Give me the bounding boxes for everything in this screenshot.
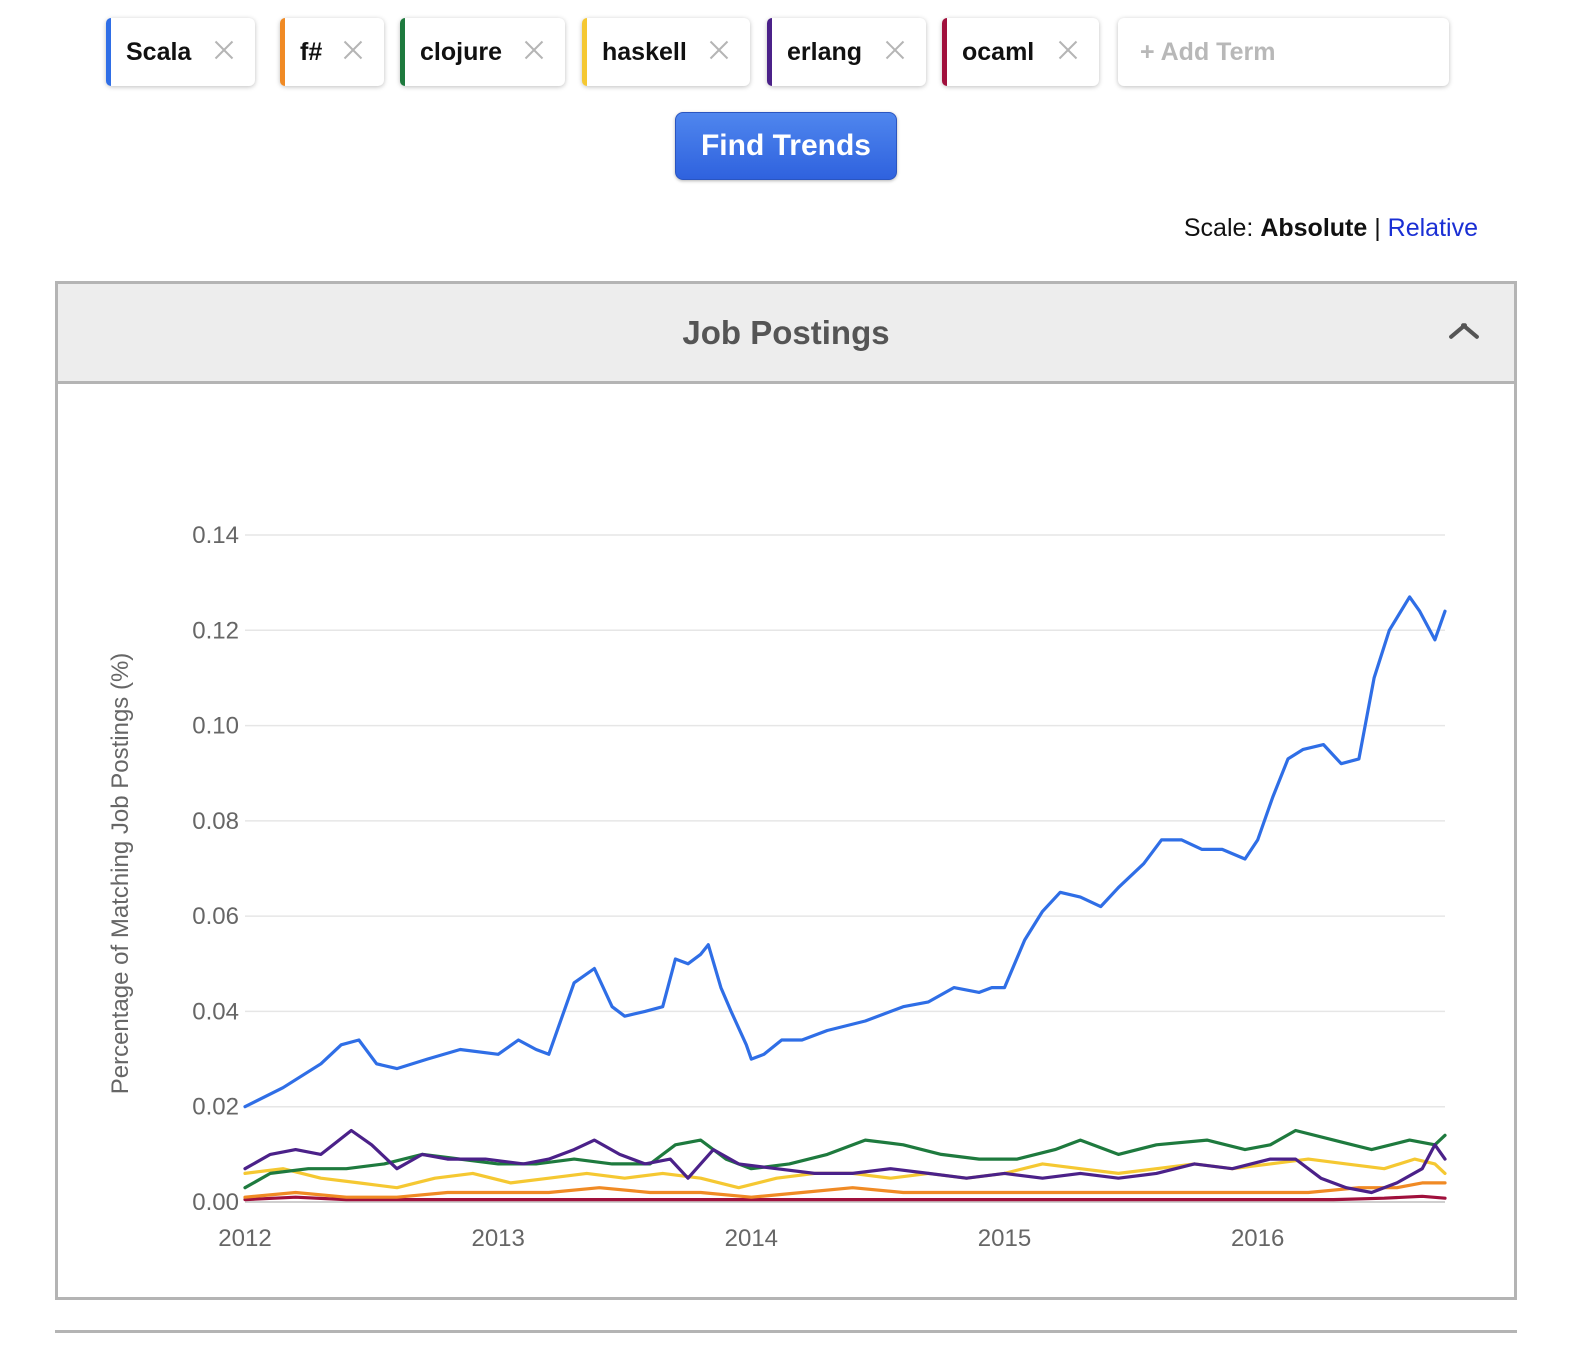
y-tick-label: 0.10 bbox=[192, 713, 239, 740]
x-tick-label: 2012 bbox=[218, 1225, 271, 1252]
y-tick-label: 0.12 bbox=[192, 617, 239, 644]
scale-toggle: Scale: Absolute | Relative bbox=[1184, 214, 1478, 243]
y-tick-label: 0.06 bbox=[192, 903, 239, 930]
term-color-bar bbox=[942, 18, 947, 86]
term-chip-haskell[interactable]: haskell bbox=[582, 18, 750, 86]
series-line-ocaml bbox=[243, 1194, 1447, 1202]
add-term-input[interactable] bbox=[1118, 18, 1449, 86]
term-chip-clojure[interactable]: clojure bbox=[400, 18, 565, 86]
series-line-erlang bbox=[243, 1128, 1447, 1195]
term-label: Scala bbox=[126, 37, 192, 66]
scale-absolute-option[interactable]: Absolute bbox=[1260, 214, 1368, 242]
term-label: ocaml bbox=[962, 37, 1035, 66]
term-label: clojure bbox=[420, 37, 502, 66]
find-trends-button[interactable]: Find Trends bbox=[675, 112, 897, 180]
y-tick-label: 0.02 bbox=[192, 1094, 239, 1121]
term-color-bar bbox=[767, 18, 772, 86]
series-line-haskell bbox=[243, 1157, 1447, 1190]
scale-separator: | bbox=[1374, 214, 1381, 242]
x-tick-label: 2013 bbox=[471, 1225, 524, 1252]
term-chip-scala[interactable]: Scala bbox=[106, 18, 255, 86]
term-chip-fsharp[interactable]: f# bbox=[280, 18, 384, 86]
series-line-fsharp bbox=[243, 1181, 1447, 1199]
term-chip-ocaml[interactable]: ocaml bbox=[942, 18, 1099, 86]
term-color-bar bbox=[280, 18, 285, 86]
x-tick-label: 2016 bbox=[1231, 1225, 1284, 1252]
term-chip-erlang[interactable]: erlang bbox=[767, 18, 926, 86]
term-label: haskell bbox=[602, 37, 687, 66]
y-tick-label: 0.04 bbox=[192, 998, 239, 1025]
term-color-bar bbox=[106, 18, 111, 86]
x-tick-label: 2014 bbox=[725, 1225, 778, 1252]
scale-relative-link[interactable]: Relative bbox=[1387, 214, 1478, 242]
term-color-bar bbox=[582, 18, 587, 86]
panel-header[interactable]: Job Postings bbox=[58, 284, 1514, 384]
divider bbox=[55, 1330, 1517, 1333]
scale-prefix: Scale: bbox=[1183, 214, 1254, 242]
y-axis-label: Percentage of Matching Job Postings (%) bbox=[107, 653, 134, 1095]
job-postings-panel: Job Postings bbox=[55, 281, 1517, 1300]
term-label: f# bbox=[300, 37, 323, 66]
y-tick-label: 0.14 bbox=[192, 522, 239, 549]
y-tick-label: 0.00 bbox=[192, 1189, 239, 1216]
panel-title: Job Postings bbox=[682, 314, 890, 351]
term-color-bar bbox=[400, 18, 405, 86]
series-line-scala bbox=[243, 595, 1447, 1109]
term-label: erlang bbox=[787, 37, 863, 66]
y-tick-label: 0.08 bbox=[192, 808, 239, 835]
x-tick-label: 2015 bbox=[978, 1225, 1031, 1252]
